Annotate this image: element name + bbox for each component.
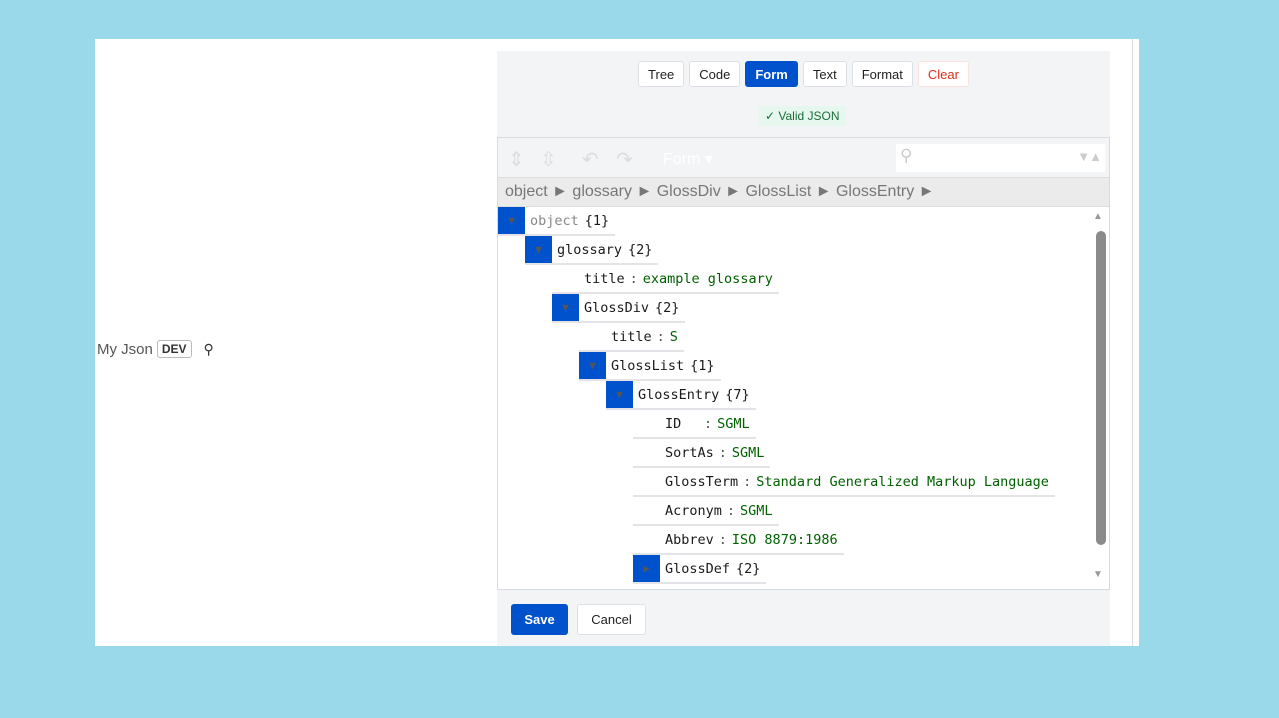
colon: : xyxy=(726,502,736,519)
mode-format-button[interactable]: Format xyxy=(851,61,913,87)
field-label: My Json DEV ⚲ xyxy=(97,340,214,358)
dev-badge: DEV xyxy=(156,340,192,358)
scrollbar[interactable]: ▲ ▼ xyxy=(1093,207,1107,589)
mode-dropdown[interactable]: Form ▾ xyxy=(663,151,713,168)
node-count: {1} xyxy=(690,357,715,374)
field-key: ID xyxy=(665,415,682,432)
node-count: {7} xyxy=(725,386,750,403)
colon: : xyxy=(718,444,727,461)
save-button[interactable]: Save xyxy=(511,604,568,635)
node-key: object xyxy=(530,212,579,229)
node-count: {2} xyxy=(655,299,680,316)
tree-row[interactable]: ▼ GlossList {1} xyxy=(579,352,721,381)
valid-json-badge: ✓ Valid JSON xyxy=(759,106,846,126)
node-key: GlossList xyxy=(611,357,685,374)
tree-row[interactable]: ▼ GlossDiv {2} xyxy=(552,294,686,323)
caret-down-icon[interactable]: ▼ xyxy=(525,236,552,263)
cancel-button[interactable]: Cancel xyxy=(577,604,646,635)
caret-down-icon[interactable]: ▼ xyxy=(552,294,579,321)
tree-row[interactable]: ID: SGML xyxy=(633,410,756,439)
undo-icon[interactable]: ↶ xyxy=(582,149,599,171)
collapse-all-icon[interactable]: ⇳ xyxy=(540,149,557,171)
json-editor: Tree Code Form Text Format Clear ✓ Valid JSON… xyxy=(497,51,1110,646)
tree-view: ▲ ▼ ▼ object {1} ▼ glossary {2} title: example … xyxy=(498,207,1109,589)
editor-toolbar: ⇕ ⇳ ↶ ↷ Form ▾ ⚲ ▼▲ xyxy=(498,138,1109,178)
scroll-down-icon[interactable]: ▼ xyxy=(1093,569,1103,580)
field-value[interactable]: S xyxy=(669,328,678,345)
node-count: {1} xyxy=(584,212,610,229)
field-value[interactable]: ISO 8879:1986 xyxy=(731,531,838,548)
mode-text-button[interactable]: Text xyxy=(802,61,847,87)
scrollbar-thumb[interactable] xyxy=(1096,231,1106,545)
caret-down-icon[interactable]: ▼ xyxy=(498,207,525,234)
field-value[interactable]: SGML xyxy=(731,444,765,461)
colon: : xyxy=(704,415,713,432)
field-key: SortAs xyxy=(665,444,714,461)
colon: : xyxy=(656,328,665,345)
tree-row[interactable]: ▶ GlossDef {2} xyxy=(633,555,767,584)
tree-row[interactable]: ▼ glossary {2} xyxy=(525,236,659,265)
tree-row[interactable]: ▼ GlossEntry {7} xyxy=(606,381,756,410)
caret-down-icon[interactable]: ▼ xyxy=(606,381,633,408)
node-count: {2} xyxy=(736,560,761,577)
tree-row[interactable]: title: example glossary xyxy=(552,265,779,294)
field-key: Acronym xyxy=(665,502,722,519)
search-prev-icon[interactable]: ▲ xyxy=(1089,149,1102,164)
colon: : xyxy=(718,531,727,548)
colon: : xyxy=(743,473,752,490)
redo-icon[interactable]: ↷ xyxy=(616,149,633,171)
field-value[interactable]: Standard Generalized Markup Language xyxy=(756,473,1049,490)
node-key: GlossDiv xyxy=(584,299,650,316)
breadcrumb[interactable]: object ► glossary ► GlossDiv ► GlossList… xyxy=(498,178,1109,207)
editor-box: ⇕ ⇳ ↶ ↷ Form ▾ ⚲ ▼▲ object ► glossary ► … xyxy=(497,137,1110,590)
tree-row[interactable]: GlossTerm: Standard Generalized Markup La… xyxy=(633,468,1055,497)
field-key: Abbrev xyxy=(665,531,714,548)
field-key: GlossTerm xyxy=(665,473,739,490)
tree-row[interactable]: SortAs: SGML xyxy=(633,439,771,468)
pin-icon[interactable]: ⚲ xyxy=(203,340,214,357)
field-value[interactable]: SGML xyxy=(740,502,773,519)
tree-row[interactable]: Abbrev: ISO 8879:1986 xyxy=(633,526,844,555)
field-value[interactable]: SGML xyxy=(717,415,750,432)
search-icon: ⚲ xyxy=(900,146,913,165)
mode-code-button[interactable]: Code xyxy=(689,61,741,87)
mode-form-button[interactable]: Form xyxy=(745,61,798,87)
colon: : xyxy=(629,270,638,287)
mode-bar: Tree Code Form Text Format Clear xyxy=(497,61,1110,87)
tree-row[interactable]: title: S xyxy=(579,323,684,352)
node-key: glossary xyxy=(557,241,623,258)
caret-down-icon[interactable]: ▼ xyxy=(579,352,606,379)
node-count: {2} xyxy=(628,241,653,258)
mode-clear-button[interactable]: Clear xyxy=(917,61,969,87)
field-label-text: My Json xyxy=(97,340,153,358)
mode-tree-button[interactable]: Tree xyxy=(638,61,685,87)
field-key: title xyxy=(584,270,625,287)
node-key: GlossEntry xyxy=(638,386,720,403)
field-key: title xyxy=(611,328,652,345)
field-value[interactable]: example glossary xyxy=(642,270,773,287)
scroll-up-icon[interactable]: ▲ xyxy=(1093,211,1103,222)
expand-all-icon[interactable]: ⇕ xyxy=(508,149,525,171)
tree-row[interactable]: Acronym: SGML xyxy=(633,497,779,526)
caret-right-icon[interactable]: ▶ xyxy=(633,555,660,582)
tree-row[interactable]: ▼ object {1} xyxy=(498,207,616,236)
search-next-icon[interactable]: ▼ xyxy=(1077,149,1090,164)
search-input[interactable]: ⚲ ▼▲ xyxy=(896,144,1105,172)
divider xyxy=(1132,39,1133,646)
node-key: GlossDef xyxy=(665,560,731,577)
